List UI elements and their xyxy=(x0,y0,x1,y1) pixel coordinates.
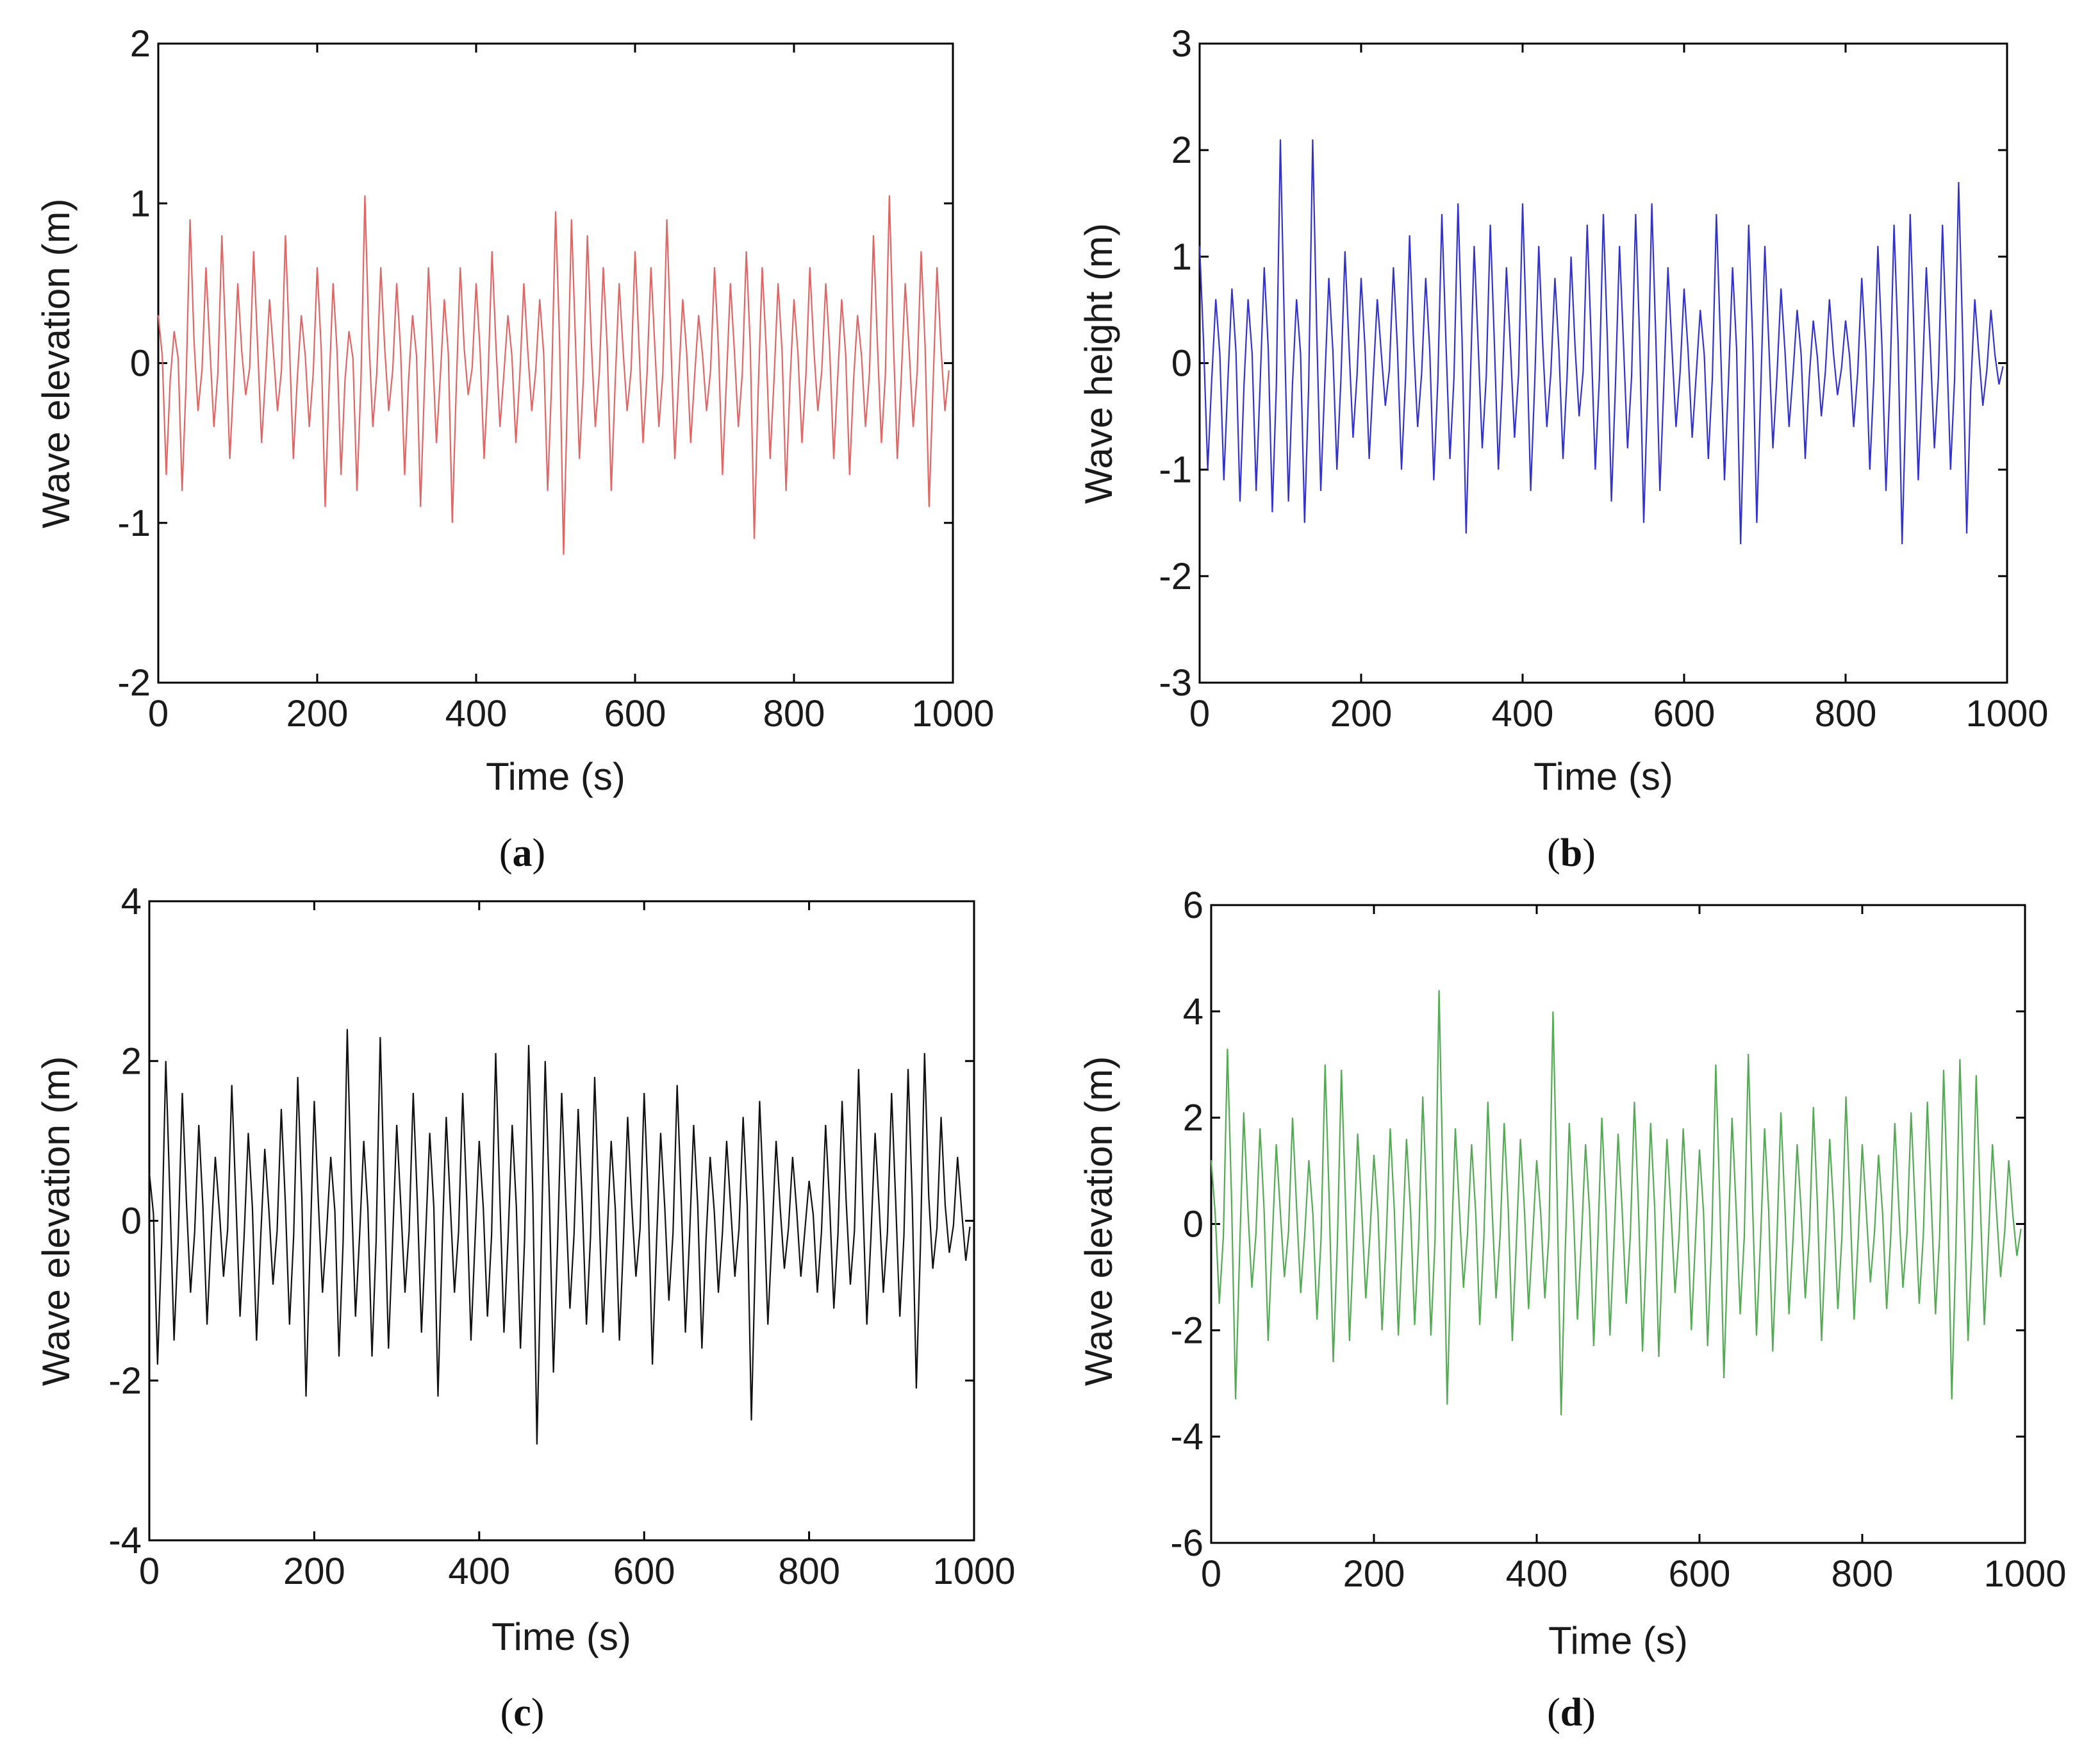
x-tick-label: 400 xyxy=(445,693,508,735)
series-line xyxy=(1210,990,2022,1416)
x-axis-label: Time (s) xyxy=(486,755,625,798)
x-tick-label: 0 xyxy=(139,1551,160,1592)
panel-caption: (c) xyxy=(500,1691,545,1735)
x-axis-label: Time (s) xyxy=(1548,1619,1688,1662)
y-tick-label: -1 xyxy=(1159,449,1192,491)
y-tick-label: 3 xyxy=(1171,23,1192,65)
x-tick-label: 800 xyxy=(778,1551,840,1592)
y-tick-label: -1 xyxy=(117,503,151,544)
x-axis-label: Time (s) xyxy=(1534,755,1673,798)
panel-a: 0 200 400 600 800 1000 -2 -1 0 1 2 Time (s) Wave e… xyxy=(35,23,995,875)
y-tick-label: 2 xyxy=(1183,1097,1203,1139)
y-tick-label: -4 xyxy=(108,1520,142,1561)
plot-frame xyxy=(1210,904,2026,1544)
x-tick-label: 0 xyxy=(1201,1553,1221,1595)
y-tick-label: 6 xyxy=(1183,885,1203,926)
y-tick-label: 0 xyxy=(1171,343,1192,385)
panel-c: 0 200 400 600 800 1000 -4 -2 0 2 4 Time (s) Wave e… xyxy=(35,881,1016,1735)
y-tick-label: -2 xyxy=(108,1360,142,1402)
x-tick-label: 600 xyxy=(1669,1553,1731,1595)
caption-letter: d xyxy=(1560,1691,1582,1735)
x-tick-label: 600 xyxy=(604,693,666,735)
x-tick-label: 400 xyxy=(1506,1553,1568,1595)
series-line xyxy=(157,195,950,555)
y-tick-label: 0 xyxy=(1183,1204,1203,1245)
x-tick-label: 1000 xyxy=(932,1551,1015,1592)
x-tick-label: 600 xyxy=(1653,693,1716,735)
series-line xyxy=(1198,139,2004,545)
x-tick-label: 400 xyxy=(448,1551,510,1592)
x-tick-label: 200 xyxy=(286,693,349,735)
y-tick-label: -2 xyxy=(1159,556,1192,597)
x-tick-label: 0 xyxy=(148,693,169,735)
x-tick-label: 200 xyxy=(283,1551,345,1592)
y-axis-label: Wave elevation (m) xyxy=(1077,1056,1120,1386)
y-tick-label: 1 xyxy=(130,183,151,224)
y-tick-label: -3 xyxy=(1159,662,1192,704)
x-axis-label: Time (s) xyxy=(492,1615,631,1658)
x-tick-label: 600 xyxy=(613,1551,675,1592)
y-tick-label: 2 xyxy=(130,23,151,65)
x-tick-label: 400 xyxy=(1492,693,1554,735)
x-tick-label: 1000 xyxy=(1965,693,2048,735)
caption-letter: c xyxy=(513,1691,531,1735)
axis-ticks: 0 200 400 600 800 1000 -3 -2 -1 0 1 2 3 xyxy=(1159,23,2048,735)
y-tick-label: 4 xyxy=(121,881,142,922)
x-tick-label: 200 xyxy=(1330,693,1393,735)
panel-caption: (a) xyxy=(499,831,545,875)
x-tick-label: 1000 xyxy=(911,693,994,735)
y-axis-label: Wave height (m) xyxy=(1077,223,1120,504)
y-axis-label: Wave elevation (m) xyxy=(35,199,78,529)
axis-ticks: 0 200 400 600 800 1000 -2 -1 0 1 2 xyxy=(117,23,994,735)
y-tick-label: 4 xyxy=(1183,991,1203,1033)
axis-ticks: 0 200 400 600 800 1000 -4 -2 0 2 4 xyxy=(108,881,1015,1592)
y-tick-label: -2 xyxy=(1170,1310,1203,1351)
plot-frame xyxy=(1198,42,2008,684)
x-tick-label: 0 xyxy=(1189,693,1210,735)
caption-letter: a xyxy=(513,831,533,875)
plot-frame xyxy=(157,42,954,684)
y-axis-label: Wave elevation (m) xyxy=(35,1056,78,1386)
panel-d: 0 200 400 600 800 1000 -6 -4 -2 0 2 4 6 Time (s) Wav… xyxy=(1077,885,2067,1735)
panel-caption: (d) xyxy=(1547,1691,1596,1735)
y-tick-label: -2 xyxy=(117,662,151,704)
y-tick-label: 1 xyxy=(1171,236,1192,278)
caption-letter: b xyxy=(1560,831,1582,875)
x-tick-label: 800 xyxy=(1815,693,1877,735)
y-tick-label: 2 xyxy=(121,1040,142,1082)
panel-b: 0 200 400 600 800 1000 -3 -2 -1 0 1 2 3 Time (s) Wav… xyxy=(1077,23,2049,875)
x-tick-label: 800 xyxy=(1831,1553,1894,1595)
y-tick-label: -6 xyxy=(1170,1522,1203,1564)
plot-frame xyxy=(148,900,975,1542)
x-tick-label: 200 xyxy=(1343,1553,1405,1595)
y-tick-label: 0 xyxy=(130,343,151,385)
panel-caption: (b) xyxy=(1547,831,1596,875)
series-line xyxy=(148,1029,971,1445)
y-tick-label: -4 xyxy=(1170,1416,1203,1458)
x-tick-label: 800 xyxy=(763,693,825,735)
y-tick-label: 2 xyxy=(1171,129,1192,171)
y-tick-label: 0 xyxy=(121,1201,142,1242)
x-tick-label: 1000 xyxy=(1983,1553,2066,1595)
